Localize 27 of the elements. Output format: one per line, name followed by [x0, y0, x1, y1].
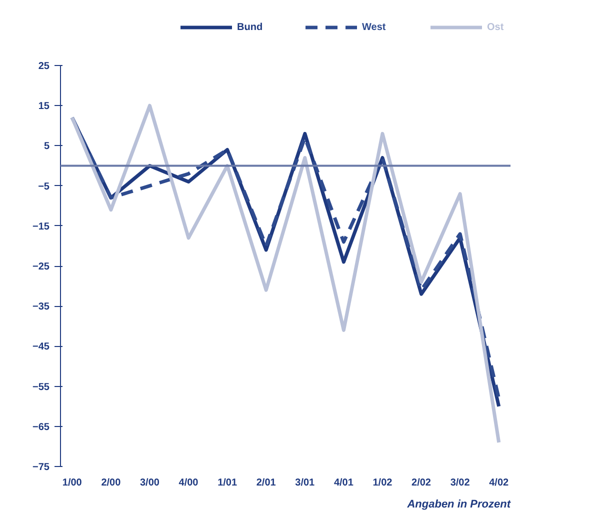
x-tick-label: 4/02 [489, 478, 510, 488]
x-tick-label: 4/00 [178, 478, 199, 488]
y-tick-label: −75 [32, 462, 50, 473]
y-tick-label: −65 [32, 422, 50, 433]
text: West [362, 22, 386, 32]
x-tick-label: 2/01 [256, 478, 276, 488]
x-tick-label: 1/01 [218, 478, 238, 488]
text: Bund [237, 22, 263, 32]
x-tick-label: 2/00 [101, 478, 122, 488]
x-tick-label: 3/00 [140, 478, 160, 488]
x-tick-label: 2/02 [412, 478, 432, 488]
x-tick-label: 4/01 [334, 478, 354, 488]
y-tick-label: −55 [32, 382, 50, 393]
y-tick-label: −15 [32, 221, 50, 232]
y-tick-label: 15 [38, 101, 50, 112]
y-tick-label: −5 [38, 181, 50, 192]
y-tick-label: 5 [44, 141, 50, 152]
x-tick-label: 3/01 [295, 478, 316, 488]
y-tick-label: 25 [38, 61, 50, 72]
text: Angaben in Prozent [406, 498, 512, 510]
x-tick-label: 1/02 [372, 478, 393, 488]
text: Ost [487, 22, 505, 32]
y-tick-label: −25 [32, 262, 50, 272]
x-tick-label: 3/02 [450, 478, 470, 488]
x-tick-label: 1/00 [62, 478, 82, 488]
y-tick-label: −45 [32, 342, 50, 353]
y-tick-label: −35 [32, 302, 50, 313]
